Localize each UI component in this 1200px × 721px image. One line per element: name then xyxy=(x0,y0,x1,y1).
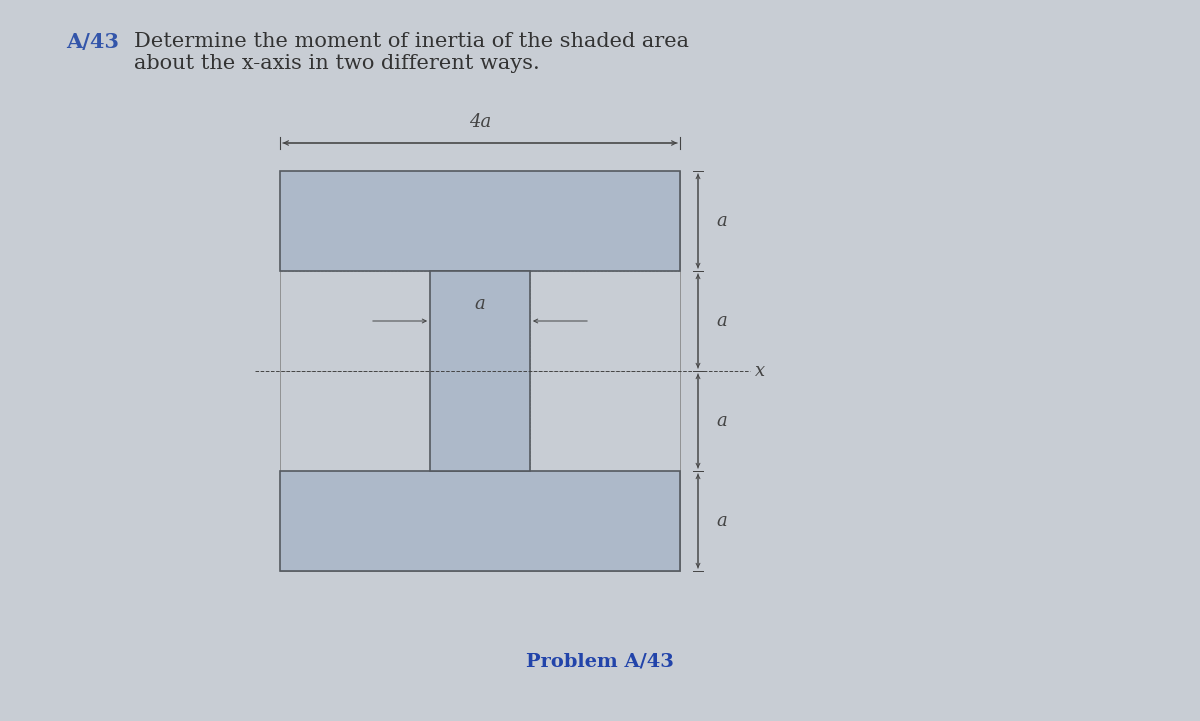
Text: Problem A/43: Problem A/43 xyxy=(526,653,674,671)
Text: a: a xyxy=(716,312,727,330)
Bar xyxy=(280,171,680,271)
Bar xyxy=(280,171,680,571)
Text: A/43: A/43 xyxy=(66,32,119,53)
Bar xyxy=(280,471,680,571)
Text: a: a xyxy=(716,512,727,530)
Text: x: x xyxy=(755,362,766,380)
Text: a: a xyxy=(475,295,485,313)
Text: Determine the moment of inertia of the shaded area
about the x-axis in two diffe: Determine the moment of inertia of the s… xyxy=(134,32,689,74)
Text: a: a xyxy=(716,212,727,230)
Text: 4a: 4a xyxy=(469,113,491,131)
Bar xyxy=(430,271,530,471)
Text: a: a xyxy=(716,412,727,430)
